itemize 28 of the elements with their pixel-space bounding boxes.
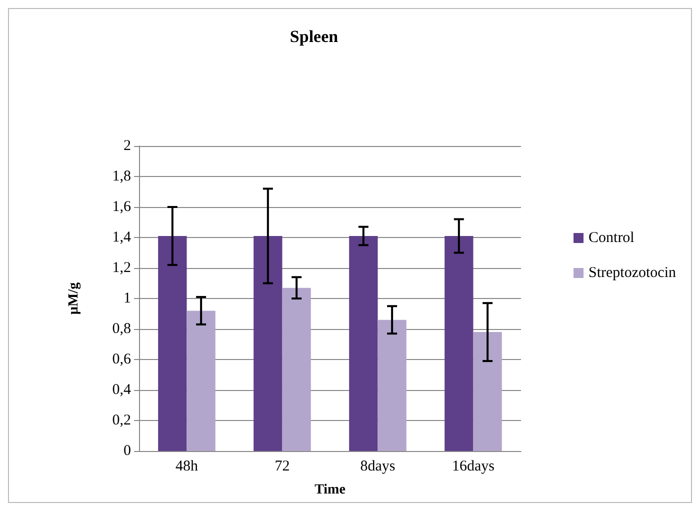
y-tick-label: 1,6 — [112, 199, 132, 215]
bar — [186, 310, 216, 451]
y-axis-title: µM/g — [66, 282, 82, 315]
bar — [254, 236, 282, 451]
y-tick-label: 0,6 — [112, 352, 132, 368]
y-tick-label: 0,4 — [112, 382, 132, 398]
x-tick-label: 8days — [360, 458, 396, 474]
bar — [282, 288, 311, 451]
y-tick-label: 1,2 — [112, 260, 131, 276]
x-tick-label: 48h — [176, 458, 198, 474]
bar — [349, 236, 378, 451]
bar — [473, 332, 502, 451]
bar — [158, 236, 187, 451]
legend-label: Control — [588, 230, 634, 246]
bar — [444, 236, 474, 451]
legend-label: Streptozotocin — [588, 265, 676, 281]
y-tick-label: 0,8 — [112, 321, 131, 337]
x-axis-title: Time — [314, 482, 346, 498]
y-tick-label: 2 — [124, 138, 131, 154]
chart-title: Spleen — [290, 27, 339, 46]
x-tick-label: 16days — [452, 458, 495, 474]
y-tick-label: 1,4 — [112, 230, 132, 246]
bar — [378, 320, 406, 451]
y-tick-label: 0 — [124, 443, 131, 459]
y-tick-label: 0,2 — [112, 412, 131, 428]
x-tick-label: 72 — [274, 458, 290, 474]
y-tick-label: 1 — [124, 290, 131, 306]
y-tick-label: 1,8 — [112, 168, 131, 184]
